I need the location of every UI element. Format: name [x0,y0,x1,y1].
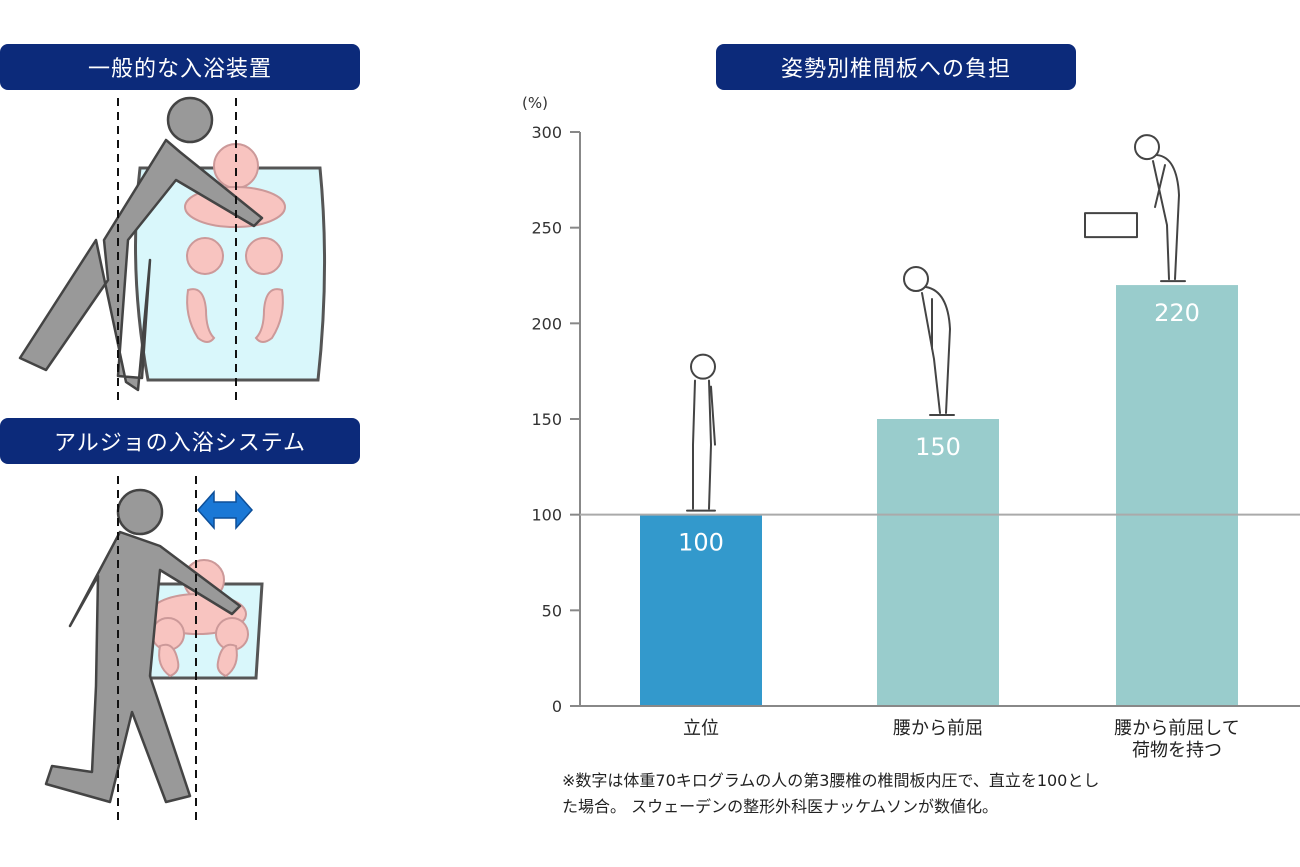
chart-title: 姿勢別椎間板への負担 [716,44,1076,90]
bar [877,419,999,706]
caregiver-figure [18,96,264,392]
y-tick-label: 300 [531,123,562,142]
conventional-bath-illustration [18,96,327,404]
arjo-bath-title: アルジョの入浴システム [0,418,360,464]
y-tick-label: 250 [531,219,562,238]
posture-figure-icon [903,266,955,416]
posture-figure-icon [1084,134,1186,283]
bar-data-label: 150 [915,433,961,461]
x-category-label: 立位 [683,718,719,739]
y-axis-unit-label: (%) [522,94,548,112]
chart-title-text: 姿勢別椎間板への負担 [780,57,1011,82]
disc-load-bar-chart: (%) 0 50 100 150 200 250 300 100 立位 150 腰から前屈 220 腰か… [522,94,1300,761]
arjo-bath-title-text: アルジョの入浴システム [53,431,307,456]
horizontal-move-arrow-icon [196,490,254,530]
footnote: ※数字は体重70キログラムの人の第3腰椎の椎間板内圧で、直立を100とし た場合… [562,768,1292,820]
bar-data-label: 220 [1154,299,1200,327]
arjo-bath-illustration [44,476,264,826]
x-category-label: 荷物を持つ [1132,740,1222,761]
conventional-bath-title-text: 一般的な入浴装置 [87,57,272,82]
footnote-line-2: た場合。 スウェーデンの整形外科医ナッケムソンが数値化。 [562,797,998,816]
bar-data-label: 100 [678,529,724,557]
bar [640,514,762,706]
x-category-label: 腰から前屈 [893,718,983,739]
y-tick-label: 50 [542,601,562,620]
footnote-line-1: ※数字は体重70キログラムの人の第3腰椎の椎間板内圧で、直立を100とし [562,771,1100,790]
y-tick-label: 100 [531,506,562,525]
y-tick-label: 150 [531,410,562,429]
conventional-bath-title: 一般的な入浴装置 [0,44,360,90]
carried-box-icon [1084,212,1138,239]
caregiver-figure [44,488,242,804]
x-category-label: 腰から前屈して [1114,718,1239,739]
y-tick-label: 0 [552,697,562,716]
posture-figure-icon [686,353,716,512]
y-tick-label: 200 [531,314,562,333]
bar [1116,285,1238,706]
